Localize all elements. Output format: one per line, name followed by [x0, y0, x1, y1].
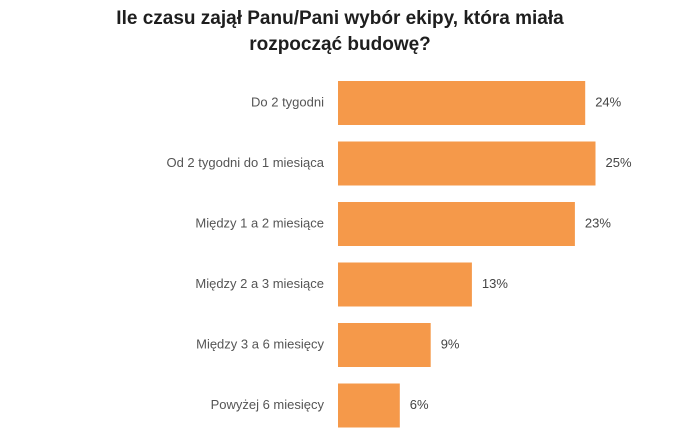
bar-5 [338, 383, 400, 428]
value-label-5: 6% [410, 397, 429, 412]
chart-title: Ile czasu zajął Panu/Pani wybór ekipy, k… [60, 6, 620, 58]
bars-layer: Do 2 tygodni 24% Od 2 tygodni do 1 miesiąc… [166, 81, 632, 428]
chart-title-line-2: rozpocząć budowę? [249, 34, 431, 55]
value-label-4: 9% [441, 336, 460, 351]
category-label-1: Od 2 tygodni do 1 miesiąca [166, 155, 324, 170]
category-label-5: Powyżej 6 miesięcy [211, 397, 325, 412]
bar-1 [338, 141, 596, 186]
value-label-2: 23% [585, 215, 611, 230]
category-label-3: Między 2 a 3 miesiące [195, 276, 324, 291]
bar-3 [338, 262, 472, 307]
bar-4 [338, 323, 431, 367]
chart-title-line-1: Ile czasu zajął Panu/Pani wybór ekipy, k… [116, 8, 564, 29]
bar-2 [338, 202, 575, 246]
value-label-1: 25% [606, 155, 632, 170]
category-label-4: Między 3 a 6 miesięcy [196, 336, 324, 351]
bar-0 [338, 81, 586, 125]
value-label-3: 13% [482, 276, 508, 291]
value-label-0: 24% [595, 94, 621, 109]
category-label-2: Między 1 a 2 miesiące [195, 215, 324, 230]
category-label-0: Do 2 tygodni [251, 94, 324, 109]
